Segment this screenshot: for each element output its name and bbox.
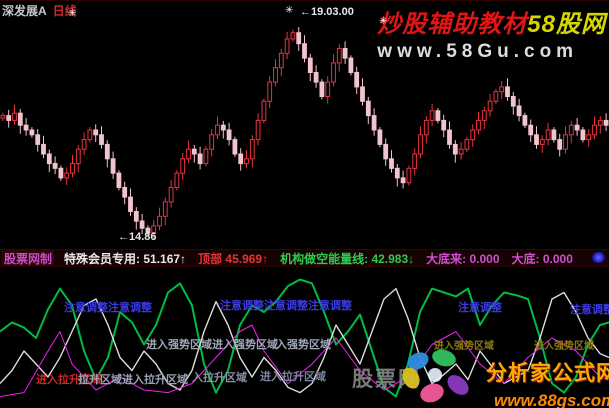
price-annotation: ←14.86 [118,231,157,243]
watermark-58gu-title-yellow: 58股网 [527,11,606,38]
pane-annotation: 注意调整 [570,304,609,316]
indicator-field: 特殊会员专用: 51.167↑ [64,251,187,266]
stock-name: 深发展A [2,4,47,18]
watermark-58gu: 炒股辅助教材58股网 www.58Gu.com [377,4,606,63]
pane-annotation: 注意调整注意调整注意调整 [220,300,352,312]
watermark-88gs-site: 分析家公式网 [486,362,609,385]
watermark-58gu-title-red: 炒股辅助教材 [377,11,528,38]
indicator-pane[interactable] [0,267,609,408]
star-marker-icon: ✳ [285,5,294,16]
pane-annotation: 进入拉升区域 [36,374,102,386]
stock-label: 深发展A 日线 [2,2,77,19]
pane-annotation: 拉升区域进入拉升区域 [78,374,188,386]
pane-annotation: 进入强势区域 [534,341,594,352]
indicator-header: 股票网制 特殊会员专用: 51.167↑ 顶部 45.969↑ 机构做空能量线: 42… [0,249,609,267]
watermark-58gu-url: www.58Gu.com [377,41,579,62]
watermark-88gs: 分析家公式网 www.88gs.com [486,357,609,408]
blue-indicator-dot [592,252,605,263]
pane-annotation: 进入拉升区域 [260,371,326,383]
star-marker-icon: ✳ [68,8,77,19]
indicator-field: 机构做空能量线: 42.983↓ [280,251,415,266]
indicator-name: 股票网制 [2,250,55,266]
pane-annotation: 入强势区域 [276,339,331,351]
star-marker-icon: ✳ [379,16,388,27]
watermark-88gs-url: www.88gs.com [494,391,609,408]
indicator-field: 顶部 45.969↑ [198,251,269,266]
pane-annotation: 注意调整注意调整 [64,302,152,314]
indicator-field: 大底来: 0.000 [426,251,500,266]
price-annotation: ←19.03.00 [300,6,354,18]
flower-logo [402,349,469,403]
price-candlestick-pane[interactable] [0,1,609,249]
pane-annotation: 进入强势区域 [434,341,494,352]
pane-annotation: 入拉升区域 [192,372,247,384]
indicator-field: 大底: 0.000 [511,251,573,266]
period-label[interactable]: 日线 [52,4,77,18]
pane-annotation: 注意调整 [458,302,502,314]
pane-annotation: 进入强势区域进入强势区域 [146,339,278,351]
watermark-58gu-title: 炒股辅助教材58股网 [377,4,606,39]
watermark-gray-text: 股票网 [352,368,421,391]
